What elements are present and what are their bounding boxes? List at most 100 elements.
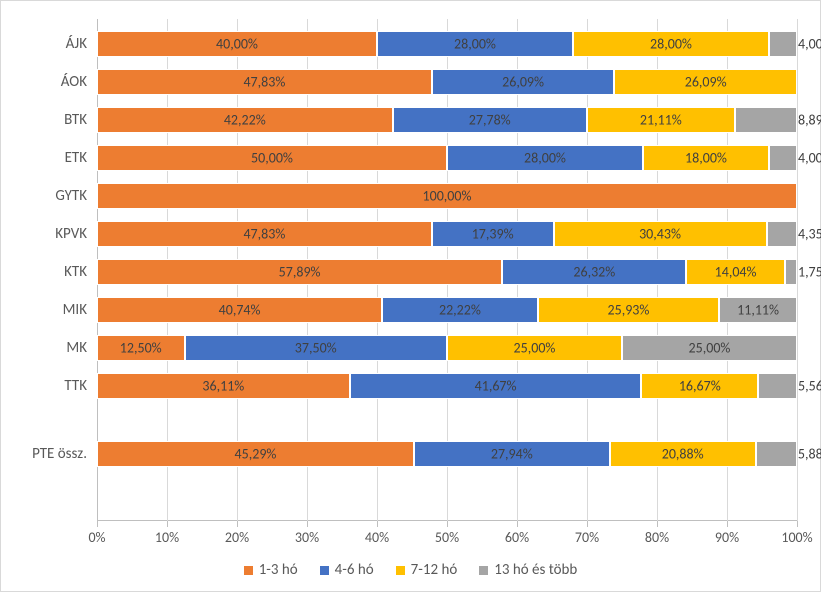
- x-axis-label: 70%: [575, 529, 599, 546]
- bar-row: 40,00% 28,00% 28,00% 4,00%: [97, 31, 797, 57]
- bar-row: 36,11%41,67%16,67%5,56%: [97, 373, 797, 399]
- x-axis-label: 80%: [645, 529, 669, 546]
- category-label: ÁOK: [1, 73, 87, 91]
- x-axis-label: 40%: [365, 529, 389, 546]
- bar-segment: 4,00%: [769, 31, 797, 57]
- bar-row: 40,74% 22,22% 25,93% 11,11%: [97, 297, 797, 323]
- bar-segment: 21,11%: [587, 107, 735, 133]
- bar-row: 47,83% 17,39% 30,43% 4,35%: [97, 221, 797, 247]
- legend-label: 1-3 hó: [259, 561, 298, 579]
- bar-value-label: 5,56%: [796, 378, 821, 395]
- bar-value-label: 41,67%: [475, 378, 517, 395]
- bar-value-label: 4,00%: [796, 150, 821, 167]
- bar-segment: 40,74%: [97, 297, 382, 323]
- bar-value-label: 36,11%: [202, 378, 244, 395]
- bar-segment: 22,22%: [382, 297, 538, 323]
- bar-value-label: 26,09%: [502, 74, 544, 91]
- bar-value-label: 40,74%: [219, 302, 261, 319]
- bar-value-label: 45,29%: [235, 446, 277, 463]
- legend-swatch: [396, 566, 405, 575]
- bar-segment: 26,09%: [614, 69, 797, 95]
- x-tick: [517, 521, 518, 527]
- bar-segment: 42,22%: [97, 107, 393, 133]
- bar-segment: 4,00%: [769, 145, 797, 171]
- bar-row: 12,50%37,50%25,00%25,00%: [97, 335, 797, 361]
- bar-value-label: 25,00%: [514, 340, 556, 357]
- bar-value-label: 28,00%: [524, 150, 566, 167]
- legend-swatch: [479, 566, 488, 575]
- x-tick: [167, 521, 168, 527]
- x-tick: [97, 521, 98, 527]
- bar-segment: 18,00%: [643, 145, 769, 171]
- bar-value-label: 30,43%: [639, 226, 681, 243]
- category-label: MK: [1, 339, 87, 357]
- x-tick: [307, 521, 308, 527]
- bar-segment: 25,00%: [622, 335, 797, 361]
- bar-value-label: 20,88%: [662, 446, 704, 463]
- bar-segment: 1,75%: [785, 259, 797, 285]
- bar-value-label: 8,89%: [796, 112, 821, 129]
- bar-segment: 28,00%: [447, 145, 643, 171]
- x-tick: [797, 521, 798, 527]
- category-label: GYTK: [1, 187, 87, 205]
- x-axis-label: 0%: [88, 529, 105, 546]
- bar-segment: 12,50%: [97, 335, 185, 361]
- bar-row: 100,00%: [97, 183, 797, 209]
- x-tick: [447, 521, 448, 527]
- bar-value-label: 28,00%: [650, 36, 692, 53]
- bar-value-label: 12,50%: [120, 340, 162, 357]
- bar-value-label: 40,00%: [216, 36, 258, 53]
- bar-value-label: 28,00%: [454, 36, 496, 53]
- bar-segment: 27,78%: [393, 107, 587, 133]
- bar-segment: 36,11%: [97, 373, 350, 399]
- bar-value-label: 18,00%: [685, 150, 727, 167]
- bar-segment: 5,88%: [756, 441, 797, 467]
- legend: 1-3 hó 4-6 hó 7-12 hó 13 hó és több: [1, 561, 820, 579]
- x-axis-label: 20%: [225, 529, 249, 546]
- x-axis-label: 30%: [295, 529, 319, 546]
- legend-item: 4-6 hó: [320, 561, 374, 579]
- bar-value-label: 25,93%: [608, 302, 650, 319]
- x-tick: [727, 521, 728, 527]
- category-label: ETK: [1, 149, 87, 167]
- bar-value-label: 14,04%: [715, 264, 757, 281]
- bar-segment: 28,00%: [573, 31, 769, 57]
- bar-segment: 30,43%: [554, 221, 767, 247]
- bar-value-label: 25,00%: [689, 340, 731, 357]
- x-axis-label: 50%: [435, 529, 459, 546]
- category-label: PTE össz.: [1, 445, 87, 463]
- bar-row: 42,22% 27,78% 21,11% 8,89%: [97, 107, 797, 133]
- legend-item: 1-3 hó: [244, 561, 298, 579]
- bar-segment: 8,89%: [735, 107, 797, 133]
- bar-value-label: 16,67%: [679, 378, 721, 395]
- bar-segment: 57,89%: [97, 259, 502, 285]
- x-axis-label: 100%: [781, 529, 812, 546]
- category-label: KTK: [1, 263, 87, 281]
- category-label: MIK: [1, 301, 87, 319]
- bar-value-label: 26,32%: [573, 264, 615, 281]
- bar-value-label: 47,83%: [243, 226, 285, 243]
- bar-value-label: 21,11%: [640, 112, 682, 129]
- category-label: ÁJK: [1, 35, 87, 53]
- plot-area: 40,00% 28,00% 28,00% 4,00% 47,83% 26,09% 26,09…: [97, 19, 797, 521]
- bar-row: 57,89% 26,32% 14,04% 1,75%: [97, 259, 797, 285]
- x-axis-label: 90%: [715, 529, 739, 546]
- category-label: TTK: [1, 377, 87, 395]
- bar-value-label: 11,11%: [737, 302, 779, 319]
- bar-value-label: 1,75%: [796, 264, 821, 281]
- bar-segment: 17,39%: [432, 221, 554, 247]
- bar-segment: 4,35%: [767, 221, 797, 247]
- bar-value-label: 42,22%: [224, 112, 266, 129]
- legend-item: 7-12 hó: [396, 561, 458, 579]
- category-label: KPVK: [1, 225, 87, 243]
- category-label: BTK: [1, 111, 87, 129]
- bar-segment: 26,32%: [502, 259, 686, 285]
- x-axis-label: 60%: [505, 529, 529, 546]
- bar-value-label: 4,00%: [796, 36, 821, 53]
- bar-segment: 25,00%: [447, 335, 622, 361]
- bar-segment: 11,11%: [719, 297, 797, 323]
- legend-label: 7-12 hó: [411, 561, 458, 579]
- legend-item: 13 hó és több: [479, 561, 577, 579]
- bar-segment: 100,00%: [97, 183, 797, 209]
- bar-segment: 47,83%: [97, 221, 432, 247]
